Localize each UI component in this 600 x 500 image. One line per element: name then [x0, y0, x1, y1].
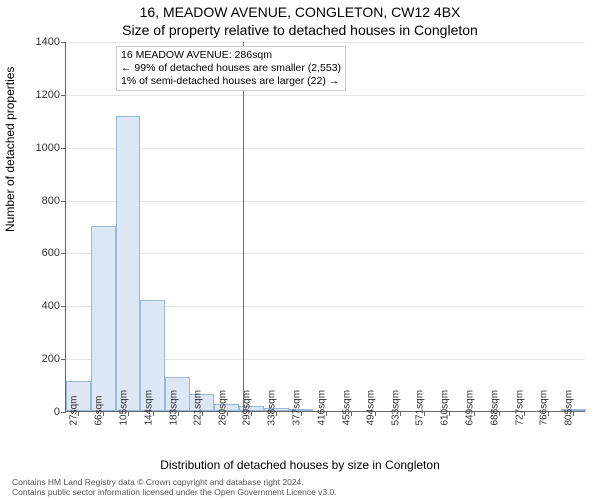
- ytick-mark: [61, 306, 66, 307]
- ytick-label: 0: [10, 406, 60, 418]
- title-subtitle: Size of property relative to detached ho…: [0, 22, 600, 38]
- annotation-line3: 1% of semi-detached houses are larger (2…: [121, 75, 341, 88]
- ytick-label: 1000: [10, 142, 60, 154]
- ytick-mark: [61, 412, 66, 413]
- ytick-label: 600: [10, 247, 60, 259]
- ytick-label: 200: [10, 353, 60, 365]
- gridline: [66, 42, 585, 43]
- histogram-bar: [91, 226, 116, 411]
- gridline: [66, 148, 585, 149]
- ytick-mark: [61, 42, 66, 43]
- ytick-label: 800: [10, 195, 60, 207]
- ytick-mark: [61, 253, 66, 254]
- ytick-mark: [61, 359, 66, 360]
- chart-container: 16, MEADOW AVENUE, CONGLETON, CW12 4BX S…: [0, 0, 600, 500]
- reference-annotation: 16 MEADOW AVENUE: 286sqm ← 99% of detach…: [116, 46, 346, 91]
- ytick-mark: [61, 95, 66, 96]
- annotation-line1: 16 MEADOW AVENUE: 286sqm: [121, 49, 341, 62]
- plot-area: 16 MEADOW AVENUE: 286sqm ← 99% of detach…: [65, 42, 585, 412]
- histogram-bar: [116, 116, 141, 411]
- title-address: 16, MEADOW AVENUE, CONGLETON, CW12 4BX: [0, 4, 600, 20]
- x-axis-label: Distribution of detached houses by size …: [0, 458, 600, 472]
- reference-line: [243, 42, 244, 411]
- footer-line2: Contains public sector information licen…: [12, 488, 337, 498]
- ytick-label: 400: [10, 300, 60, 312]
- ytick-mark: [61, 201, 66, 202]
- gridline: [66, 253, 585, 254]
- ytick-label: 1400: [10, 36, 60, 48]
- gridline: [66, 201, 585, 202]
- ytick-label: 1200: [10, 89, 60, 101]
- annotation-line2: ← 99% of detached houses are smaller (2,…: [121, 62, 341, 75]
- ytick-mark: [61, 148, 66, 149]
- gridline: [66, 95, 585, 96]
- footer-attribution: Contains HM Land Registry data © Crown c…: [12, 478, 337, 498]
